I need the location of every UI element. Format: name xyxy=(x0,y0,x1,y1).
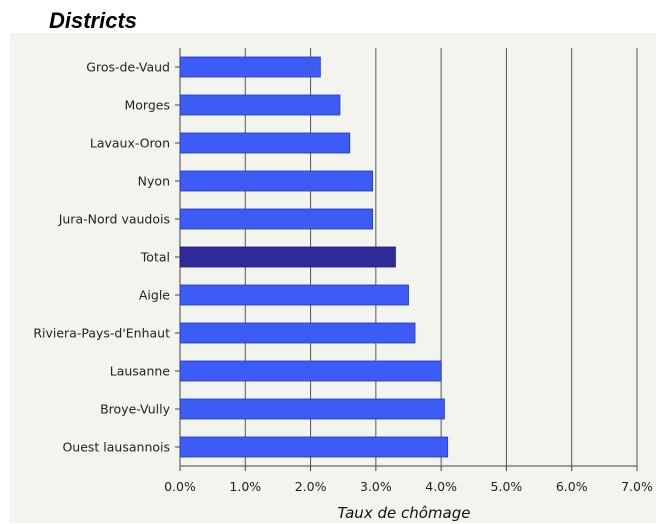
category-label: Nyon xyxy=(138,174,170,189)
bar xyxy=(180,361,441,381)
x-tick-label: 4.0% xyxy=(425,479,457,494)
x-tick-label: 0.0% xyxy=(164,479,196,494)
x-tick-label: 3.0% xyxy=(360,479,392,494)
category-label: Ouest lausannois xyxy=(62,440,170,455)
bar xyxy=(180,399,444,419)
category-label: Jura-Nord vaudois xyxy=(58,212,170,227)
x-tick-label: 5.0% xyxy=(491,479,523,494)
category-label: Gros-de-Vaud xyxy=(86,60,170,75)
category-label: Riviera-Pays-d'Enhaut xyxy=(33,326,170,341)
bar xyxy=(180,437,448,457)
category-label: Morges xyxy=(125,98,171,113)
category-label: Broye-Vully xyxy=(100,402,171,417)
x-axis-label: Taux de chômage xyxy=(0,504,658,522)
x-tick-label: 1.0% xyxy=(229,479,261,494)
x-tick-label: 6.0% xyxy=(556,479,588,494)
bar xyxy=(180,209,373,229)
category-label: Lavaux-Oron xyxy=(90,136,170,151)
x-tick-label: 7.0% xyxy=(621,479,653,494)
bar xyxy=(180,95,340,115)
bar-total xyxy=(180,247,395,267)
bar xyxy=(180,285,409,305)
category-label: Lausanne xyxy=(110,364,171,379)
category-label: Aigle xyxy=(139,288,170,303)
category-label: Total xyxy=(140,250,170,265)
bar xyxy=(180,133,350,153)
bar xyxy=(180,57,320,77)
bar xyxy=(180,323,415,343)
x-tick-label: 2.0% xyxy=(295,479,327,494)
bar xyxy=(180,171,373,191)
